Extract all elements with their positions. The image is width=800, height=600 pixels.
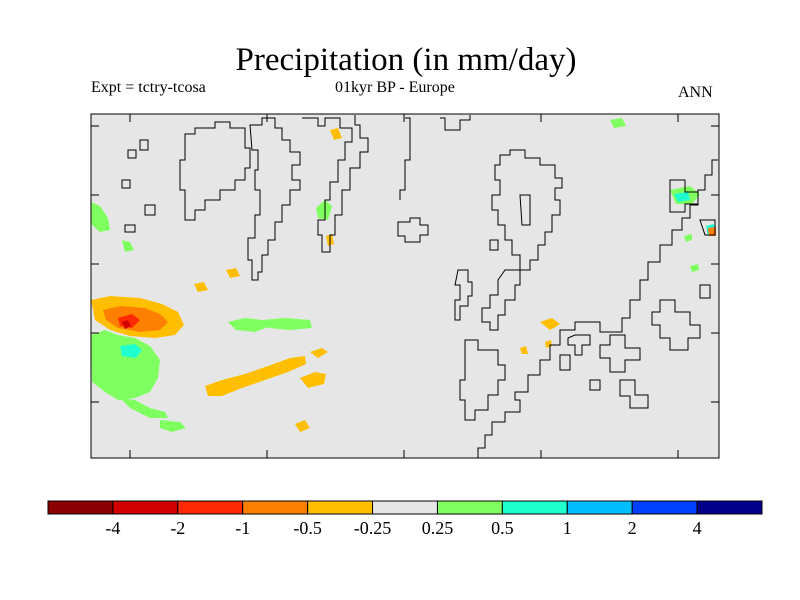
colorbar-box <box>372 500 438 515</box>
colorbar-tick-label: 1 <box>562 518 572 538</box>
strong-positive-regions <box>120 192 716 358</box>
period-region-label: 01kyr BP - Europe <box>335 79 455 96</box>
anomaly-fields <box>91 118 716 432</box>
season-label: ANN <box>678 84 713 101</box>
chart-title: Precipitation (in mm/day) <box>235 42 577 78</box>
colorbar-box <box>177 500 244 515</box>
colorbar-box <box>436 500 503 515</box>
colorbar-tick-label: -4 <box>105 518 121 538</box>
extreme-negative-region <box>122 320 131 329</box>
map-frame <box>90 113 720 459</box>
map-ticks <box>91 114 719 458</box>
colorbar-box <box>242 500 309 515</box>
colorbar <box>47 500 763 515</box>
colorbar-box <box>307 500 374 515</box>
colorbar-tick-label: 4 <box>692 518 702 538</box>
colorbar-box <box>47 500 114 515</box>
east-edge-negative-region <box>708 227 716 236</box>
positive-anomaly-regions <box>91 118 700 432</box>
colorbar-box <box>501 500 568 515</box>
colorbar-box <box>631 500 698 515</box>
colorbar-box <box>566 500 633 515</box>
colorbar-tick-label: 2 <box>627 518 637 538</box>
colorbar-tick-label: 0.25 <box>421 518 454 538</box>
colorbar-tick-label: -0.5 <box>293 518 322 538</box>
colorbar-tick-label: -2 <box>170 518 186 538</box>
coastlines <box>121 115 718 458</box>
colorbar-box <box>696 500 763 515</box>
colorbar-tick-label: -0.25 <box>353 518 392 538</box>
experiment-label: Expt = tctry-tcosa <box>91 79 206 96</box>
colorbar-box <box>112 500 179 515</box>
colorbar-tick-label: 0.5 <box>491 518 514 538</box>
colorbar-tick-label: -1 <box>235 518 251 538</box>
